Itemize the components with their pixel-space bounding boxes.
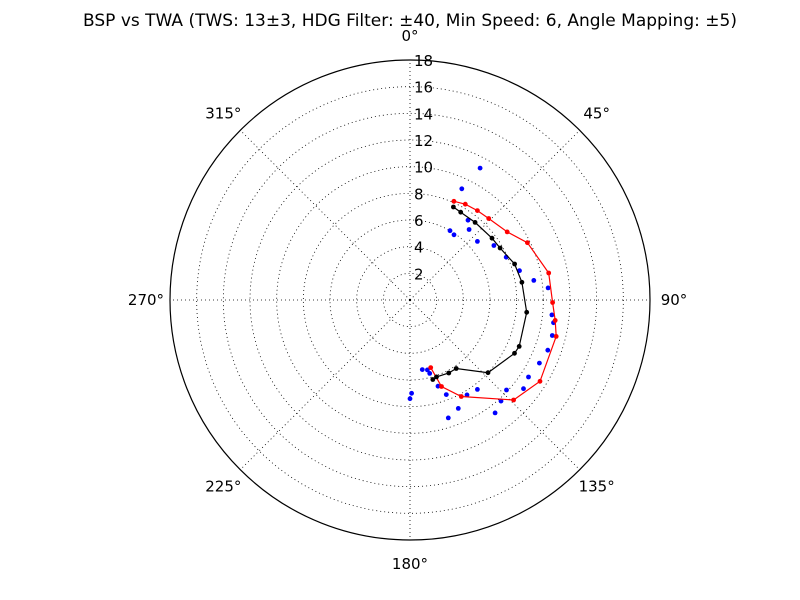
- angle-tick-label: 315°: [205, 104, 241, 122]
- data-point: [465, 217, 471, 223]
- data-point: [447, 228, 453, 234]
- data-point: [427, 371, 433, 376]
- data-point: [451, 232, 457, 238]
- radial-tick-label: 8: [414, 185, 424, 203]
- chart-title: BSP vs TWA (TWS: 13±3, HDG Filter: ±40, …: [83, 11, 737, 31]
- angle-tick-label: 90°: [661, 291, 688, 309]
- data-point: [451, 198, 457, 204]
- data-point: [549, 312, 555, 318]
- angular-grid-line: [240, 299, 411, 470]
- radial-grid-circle: [222, 112, 598, 488]
- data-point: [443, 392, 449, 397]
- angle-tick-label: 135°: [579, 478, 615, 496]
- data-point: [455, 406, 461, 411]
- data-point: [504, 387, 509, 393]
- data-point: [489, 235, 495, 241]
- angle-tick-label: 45°: [583, 104, 610, 122]
- data-point: [472, 220, 478, 225]
- data-point: [545, 347, 551, 353]
- data-point: [475, 239, 480, 244]
- data-point: [531, 278, 537, 283]
- data-point: [475, 387, 480, 392]
- data-point: [525, 240, 530, 246]
- angle-tick-label: 270°: [128, 291, 164, 309]
- data-point: [549, 333, 555, 338]
- data-point: [524, 309, 530, 315]
- radial-tick-label: 6: [414, 212, 424, 230]
- series-layer: [407, 165, 559, 421]
- data-point: [475, 208, 480, 214]
- angle-tick-label: 180°: [392, 555, 428, 573]
- angular-grid-line: [409, 130, 580, 301]
- data-point: [519, 279, 525, 285]
- data-point: [435, 383, 441, 389]
- center-point: [408, 298, 412, 302]
- data-point: [459, 186, 465, 192]
- data-point: [546, 270, 552, 276]
- data-point: [511, 397, 516, 403]
- angle-tick-label: 0°: [401, 27, 418, 45]
- data-point: [446, 370, 452, 376]
- data-point: [550, 300, 555, 305]
- radial-tick-label: 14: [414, 105, 433, 123]
- data-point: [552, 318, 558, 323]
- data-point: [485, 370, 491, 376]
- data-point: [512, 350, 517, 356]
- data-point: [492, 410, 498, 416]
- data-point: [428, 365, 434, 370]
- data-point: [430, 377, 436, 382]
- radial-grid-circle: [302, 192, 518, 408]
- radial-tick-label: 12: [414, 132, 433, 150]
- data-point: [486, 216, 492, 221]
- radial-tick-label: 10: [414, 159, 433, 177]
- data-point: [521, 386, 526, 392]
- angular-grid-line: [409, 299, 580, 470]
- radial-tick-label: 4: [414, 239, 424, 257]
- radial-tick-label: 16: [414, 79, 433, 97]
- angle-tick-label: 225°: [205, 478, 241, 496]
- data-point: [419, 367, 425, 372]
- radial-labels: 2 4 6 8 10 12 14 16 18: [414, 52, 433, 283]
- data-point: [545, 285, 551, 291]
- data-point: [439, 384, 444, 389]
- data-point: [451, 204, 456, 210]
- data-point: [491, 243, 497, 248]
- radial-grid-circle: [382, 272, 438, 328]
- data-point: [477, 165, 483, 171]
- radial-tick-label: 18: [414, 52, 433, 70]
- data-point: [445, 415, 451, 421]
- data-point: [498, 398, 504, 404]
- data-point: [512, 261, 517, 267]
- data-point: [464, 392, 470, 398]
- radial-grid-circle: [356, 246, 464, 354]
- data-point: [516, 344, 522, 349]
- data-point: [497, 245, 503, 251]
- polar-grid: [169, 59, 651, 541]
- data-point: [462, 201, 468, 207]
- data-point: [458, 394, 464, 399]
- data-point: [553, 334, 559, 339]
- data-point: [434, 374, 439, 380]
- data-point: [504, 229, 510, 235]
- data-point: [537, 378, 543, 384]
- data-point: [409, 390, 414, 396]
- radial-grid-circle: [196, 86, 624, 514]
- data-point: [453, 366, 459, 371]
- angle-labels: 0° 45° 90° 135° 180° 225° 270° 315°: [128, 27, 687, 573]
- data-point: [537, 360, 542, 366]
- data-point: [407, 396, 413, 402]
- radial-tick-label: 2: [414, 265, 424, 283]
- data-point: [466, 227, 472, 232]
- outer-circle: [169, 59, 651, 541]
- data-point: [526, 374, 531, 380]
- radial-grid-circle: [276, 166, 544, 434]
- angular-grid-line: [240, 130, 411, 301]
- data-point: [458, 209, 464, 215]
